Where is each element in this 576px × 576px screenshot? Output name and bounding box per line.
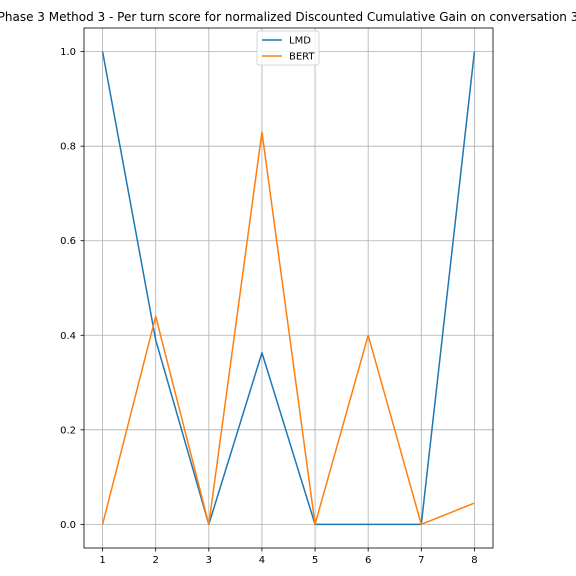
y-tick-label: 0.6 [60, 236, 76, 247]
x-tick-label: 1 [99, 555, 105, 566]
y-tick-label: 1.0 [60, 47, 76, 58]
legend-label-bert: BERT [289, 52, 315, 63]
y-tick-label: 0.2 [60, 425, 76, 436]
chart-title: Phase 3 Method 3 - Per turn score for no… [0, 10, 576, 24]
series-line-lmd [101, 51, 476, 526]
legend: LMD BERT [256, 30, 320, 66]
x-tick-label: 4 [259, 555, 265, 566]
grid [84, 28, 493, 548]
x-tick-label: 5 [312, 555, 318, 566]
series-lines [101, 51, 476, 526]
legend-label-lmd: LMD [289, 36, 311, 47]
plot-frame [83, 27, 494, 549]
x-tick-label: 6 [365, 555, 371, 566]
series-line-bert [101, 131, 475, 526]
axis-ticks: 1 2 3 4 5 6 7 8 0.0 0.2 0.4 0.6 0.8 1.0 [60, 47, 478, 566]
x-tick-label: 8 [471, 555, 477, 566]
y-tick-label: 0.4 [60, 331, 76, 342]
y-tick-label: 0.8 [60, 142, 76, 153]
x-tick-label: 3 [206, 555, 212, 566]
x-tick-label: 2 [153, 555, 159, 566]
x-tick-label: 7 [418, 555, 424, 566]
y-tick-label: 0.0 [60, 520, 76, 531]
